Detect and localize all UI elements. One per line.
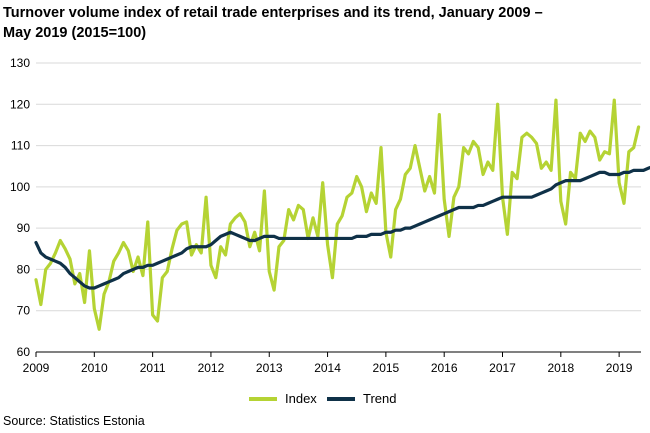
x-tick-label: 2011	[140, 361, 166, 375]
x-tick-label: 2013	[256, 361, 283, 375]
line-chart: 60 70 80 90 100 110 120 130 2009 2010 2011 2012 2013…	[10, 56, 650, 375]
x-tick-label: 2010	[81, 361, 108, 375]
y-tick-label: 60	[17, 345, 31, 359]
x-tick-label: 2015	[373, 361, 400, 375]
y-tick-label: 120	[10, 97, 30, 111]
y-tick-label: 110	[11, 139, 30, 153]
chart-title: Turnover volume index of retail trade en…	[3, 3, 643, 43]
trend-series-line	[34, 165, 650, 290]
chart-title-line-1: Turnover volume index of retail trade en…	[3, 5, 543, 21]
y-tick-label: 80	[17, 262, 31, 276]
chart-title-line-2: May 2019 (2015=100)	[3, 25, 147, 41]
legend-label-trend: Trend	[363, 391, 397, 406]
legend-swatch-trend	[327, 396, 355, 401]
x-tick-label: 2018	[547, 361, 574, 375]
x-tick-label: 2016	[431, 361, 458, 375]
x-tick-label: 2014	[314, 361, 341, 375]
legend-label-index: Index	[285, 391, 317, 406]
y-tick-label: 130	[10, 56, 30, 70]
x-tick-label: 2012	[198, 361, 225, 375]
legend-item-index: Index	[249, 391, 317, 406]
y-tick-label: 70	[17, 304, 31, 318]
y-tick-label: 100	[10, 180, 30, 194]
legend-item-trend: Trend	[327, 391, 396, 406]
index-series-line	[34, 98, 641, 331]
legend-swatch-index	[249, 396, 277, 401]
y-tick-label: 90	[17, 221, 31, 235]
x-tick-label: 2017	[489, 361, 516, 375]
x-tick-label: 2009	[23, 361, 50, 375]
x-tick-label: 2019	[606, 361, 633, 375]
source-note: Source: Statistics Estonia	[3, 414, 145, 428]
chart-legend: Index Trend	[0, 391, 650, 411]
